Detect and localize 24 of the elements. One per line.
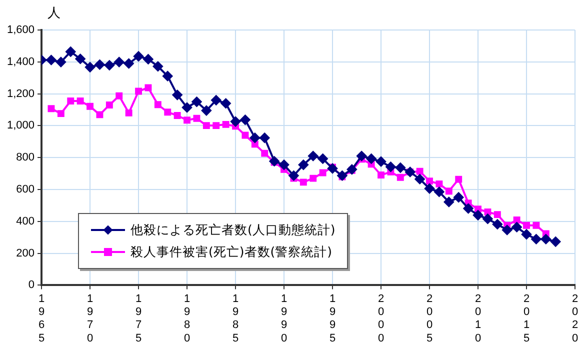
x-tick-label: 1 9 6 5 — [38, 292, 45, 344]
x-tick-label: 2 0 1 5 — [523, 292, 530, 344]
y-tick-label: 1,400 — [6, 56, 35, 68]
x-tick-label: 2 0 0 5 — [426, 292, 433, 344]
y-tick-label: 1,600 — [6, 24, 35, 36]
x-tick-label: 1 9 9 5 — [329, 292, 336, 344]
y-tick-label: 1,200 — [6, 88, 35, 100]
y-tick-label: 600 — [16, 184, 35, 196]
y-tick-label: 1,000 — [6, 120, 35, 132]
x-tick-label: 1 9 7 0 — [86, 292, 94, 344]
x-tick-label: 1 9 9 0 — [280, 292, 288, 344]
x-tick-label: 1 9 8 0 — [184, 292, 190, 344]
y-tick-label: 200 — [16, 247, 35, 260]
y-tick-label: 400 — [16, 215, 35, 228]
x-tick-label: 1 9 8 5 — [232, 292, 239, 344]
legend-label: 他殺による死亡者数(人口動態統計) — [130, 222, 336, 239]
y-tick-label: 0 — [28, 279, 35, 292]
x-tick-label: 2 0 2 0 — [572, 292, 578, 344]
y-axis-title: 人 — [48, 5, 61, 22]
x-tick-label: 1 9 7 5 — [135, 292, 142, 344]
legend-label: 殺人事件被害(死亡)者数(警察統計) — [130, 244, 332, 261]
x-tick-label: 2 0 0 0 — [378, 292, 384, 344]
x-tick-label: 2 0 1 0 — [474, 292, 482, 344]
y-tick-label: 800 — [16, 152, 35, 164]
